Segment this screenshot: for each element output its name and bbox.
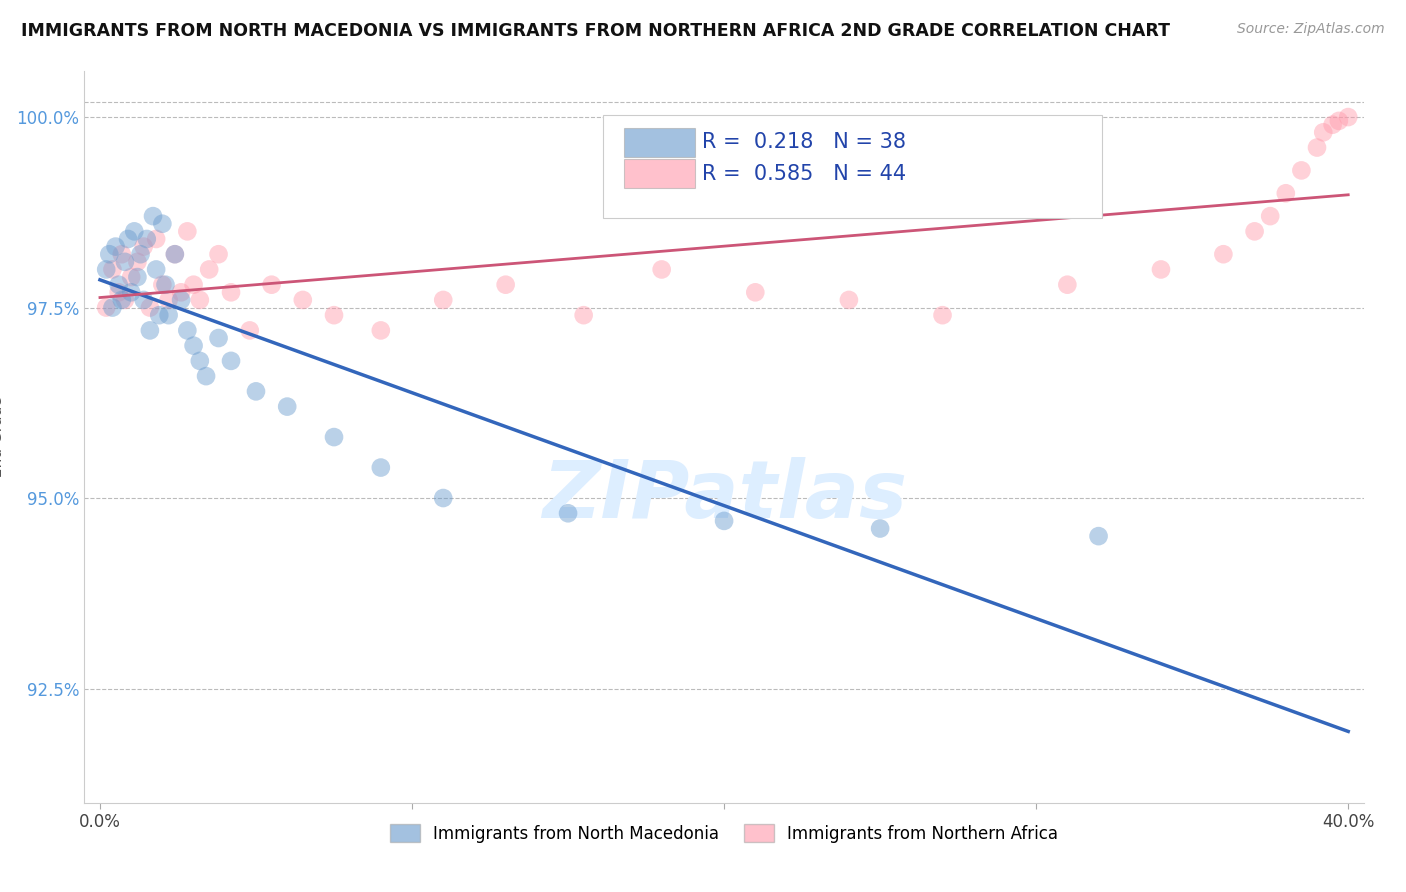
Text: Source: ZipAtlas.com: Source: ZipAtlas.com — [1237, 22, 1385, 37]
Point — [188, 354, 211, 368]
Point — [148, 308, 170, 322]
Point — [120, 270, 142, 285]
Point — [239, 323, 262, 337]
Point — [572, 308, 595, 322]
Point — [260, 277, 283, 292]
Point — [291, 293, 314, 307]
Point — [744, 285, 766, 300]
Point — [163, 247, 186, 261]
Point — [127, 270, 149, 285]
Point — [107, 277, 129, 292]
FancyBboxPatch shape — [603, 115, 1101, 218]
Point — [157, 308, 180, 322]
Point — [370, 323, 392, 337]
Point — [163, 247, 186, 261]
Point — [98, 247, 121, 261]
Point — [132, 239, 155, 253]
Point — [176, 224, 198, 238]
Point — [432, 293, 454, 307]
Point — [1322, 118, 1344, 132]
Legend: Immigrants from North Macedonia, Immigrants from Northern Africa: Immigrants from North Macedonia, Immigra… — [382, 818, 1066, 849]
Point — [111, 247, 134, 261]
Y-axis label: 2nd Grade: 2nd Grade — [0, 397, 6, 477]
FancyBboxPatch shape — [624, 128, 695, 157]
Point — [1087, 529, 1109, 543]
Text: ZIPatlas: ZIPatlas — [541, 457, 907, 534]
Point — [323, 308, 346, 322]
Point — [155, 277, 177, 292]
Text: R =  0.218   N = 38: R = 0.218 N = 38 — [703, 132, 907, 153]
Point — [129, 247, 152, 261]
Point — [124, 224, 146, 238]
Point — [150, 217, 173, 231]
Point — [323, 430, 346, 444]
Point — [101, 262, 124, 277]
Point — [114, 293, 136, 307]
Point — [139, 301, 162, 315]
Point — [107, 285, 129, 300]
Point — [1306, 140, 1329, 154]
Point — [117, 232, 139, 246]
Point — [96, 301, 118, 315]
Point — [838, 293, 860, 307]
Point — [135, 232, 157, 246]
Point — [195, 369, 218, 384]
Point — [188, 293, 211, 307]
Point — [219, 354, 242, 368]
Point — [432, 491, 454, 505]
Point — [142, 209, 165, 223]
Point — [132, 293, 155, 307]
Point — [207, 331, 229, 345]
Point — [170, 285, 193, 300]
Point — [1337, 110, 1360, 124]
Point — [198, 262, 221, 277]
Point — [96, 262, 118, 277]
Point — [150, 277, 173, 292]
Point — [170, 293, 193, 307]
Point — [145, 232, 167, 246]
Point — [114, 255, 136, 269]
Point — [1327, 114, 1350, 128]
Point — [276, 400, 298, 414]
Point — [245, 384, 267, 399]
Point — [370, 460, 392, 475]
Point — [869, 522, 891, 536]
Point — [495, 277, 517, 292]
Point — [120, 285, 142, 300]
Point — [1150, 262, 1173, 277]
Point — [183, 277, 205, 292]
Point — [207, 247, 229, 261]
Point — [139, 323, 162, 337]
Point — [713, 514, 735, 528]
Point — [1212, 247, 1234, 261]
Point — [219, 285, 242, 300]
Point — [651, 262, 673, 277]
Point — [557, 506, 579, 520]
Point — [1312, 125, 1334, 139]
Point — [145, 262, 167, 277]
Point — [101, 301, 124, 315]
FancyBboxPatch shape — [624, 159, 695, 188]
Point — [1275, 186, 1298, 201]
Text: R =  0.585   N = 44: R = 0.585 N = 44 — [703, 164, 907, 184]
Point — [183, 339, 205, 353]
Point — [1243, 224, 1265, 238]
Text: IMMIGRANTS FROM NORTH MACEDONIA VS IMMIGRANTS FROM NORTHERN AFRICA 2ND GRADE COR: IMMIGRANTS FROM NORTH MACEDONIA VS IMMIG… — [21, 22, 1170, 40]
Point — [157, 293, 180, 307]
Point — [176, 323, 198, 337]
Point — [931, 308, 953, 322]
Point — [127, 255, 149, 269]
Point — [1291, 163, 1313, 178]
Point — [1056, 277, 1078, 292]
Point — [104, 239, 127, 253]
Point — [111, 293, 134, 307]
Point — [1258, 209, 1281, 223]
